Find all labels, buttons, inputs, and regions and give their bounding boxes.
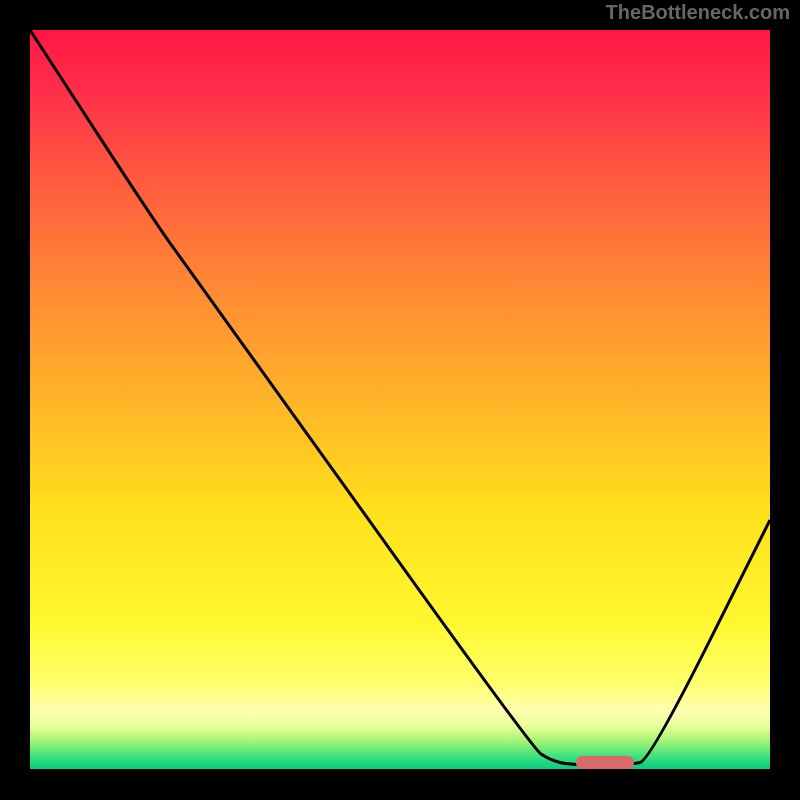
plot-area (30, 30, 770, 770)
bottleneck-curve (30, 30, 770, 765)
watermark-text: TheBottleneck.com (606, 2, 790, 25)
optimal-marker (576, 756, 634, 769)
curve-layer (30, 30, 770, 770)
